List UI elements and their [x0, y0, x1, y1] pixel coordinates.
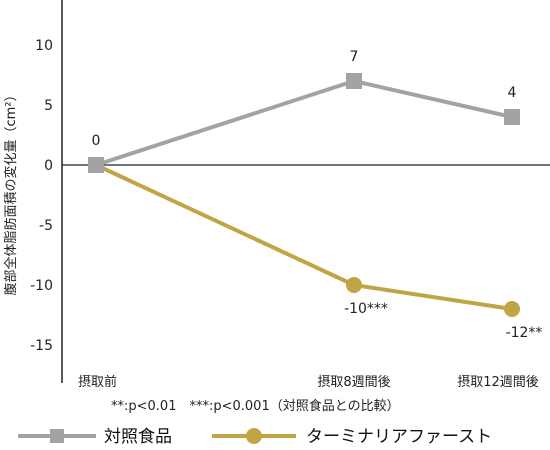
data-label: -10*** — [344, 301, 388, 317]
legend-label: 対照食品 — [104, 427, 172, 447]
data-point-marker — [346, 73, 362, 89]
data-label: -12** — [506, 325, 543, 341]
y-tick-labels: 10 5 0 -5 -10 -15 — [30, 38, 53, 354]
data-point-marker — [346, 277, 362, 293]
legend: 対照食品 ターミナリアファースト — [18, 427, 492, 447]
data-label: 0 — [92, 133, 101, 149]
legend-label: ターミナリアファースト — [306, 427, 492, 447]
legend-item-terminalia: ターミナリアファースト — [212, 427, 492, 447]
circle-marker-icon — [246, 428, 262, 444]
data-label: 7 — [350, 49, 359, 65]
data-point-marker — [504, 109, 520, 125]
y-tick-label: 0 — [44, 158, 53, 174]
data-label: 4 — [508, 85, 517, 101]
legend-item-control: 対照食品 — [18, 427, 172, 447]
data-point-marker — [88, 157, 104, 173]
y-tick-label: -15 — [30, 338, 53, 354]
square-marker-icon — [50, 429, 64, 443]
x-category-labels: 摂取前 摂取8週間後 摂取12週間後 — [78, 374, 539, 390]
axes — [61, 0, 550, 383]
series-control — [88, 73, 520, 173]
series-terminalia — [88, 157, 520, 317]
data-labels: 0 7 4 -10*** -12** — [92, 49, 543, 341]
series-line — [95, 163, 513, 311]
x-category-label: 摂取12週間後 — [457, 374, 539, 390]
significance-footnote: **:p<0.01 ***:p<0.001（対照食品との比較） — [111, 398, 400, 414]
series-line — [95, 79, 513, 167]
y-tick-label: 5 — [44, 98, 53, 114]
data-point-marker — [504, 301, 520, 317]
y-tick-label: -5 — [39, 218, 53, 234]
y-tick-label: 10 — [35, 38, 53, 54]
x-category-label: 摂取8週間後 — [317, 374, 390, 390]
y-tick-label: -10 — [30, 278, 53, 294]
x-category-label: 摂取前 — [78, 374, 117, 390]
series-layer: 0 7 4 -10*** -12** — [88, 49, 542, 341]
y-axis-label: 腹部全体脂肪面積の変化量（cm²） — [3, 88, 19, 295]
